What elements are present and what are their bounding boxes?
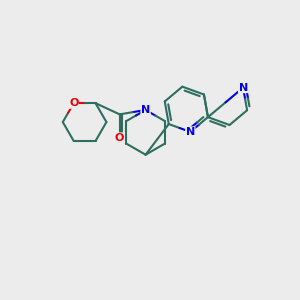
Text: N: N (238, 82, 248, 93)
Text: O: O (115, 133, 124, 143)
Text: N: N (141, 105, 150, 115)
Text: O: O (69, 98, 78, 108)
Text: N: N (186, 127, 195, 137)
